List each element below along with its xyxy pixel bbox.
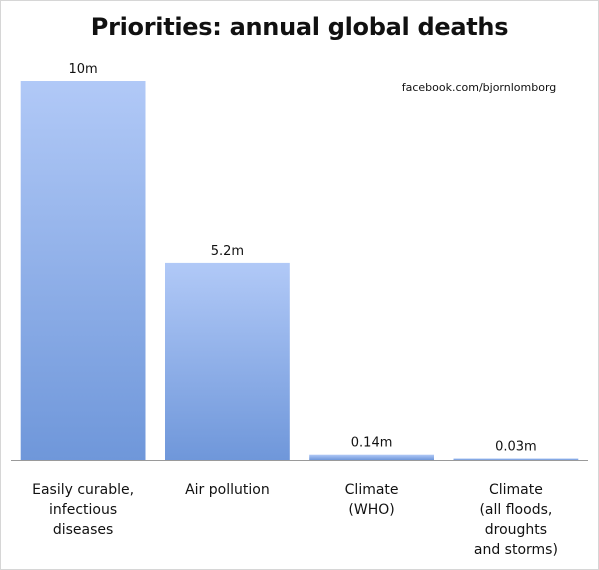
source-annotation: facebook.com/bjornlomborg bbox=[401, 81, 557, 94]
bar-3 bbox=[453, 458, 579, 460]
category-label-2-line-1: (WHO) bbox=[348, 502, 394, 518]
category-label-0-line-0: Easily curable, bbox=[32, 482, 134, 498]
value-label-3: 0.03m bbox=[495, 440, 537, 455]
bars-group bbox=[20, 81, 579, 460]
bar-2 bbox=[309, 454, 434, 460]
category-label-3-line-0: Climate bbox=[489, 482, 543, 498]
category-labels-group: Easily curable, infectious diseases Air pol… bbox=[32, 482, 558, 558]
category-label-1: Air pollution bbox=[185, 482, 270, 498]
bar-1 bbox=[165, 262, 290, 460]
category-label-0-line-1: infectious bbox=[49, 502, 117, 518]
category-label-1-line-0: Air pollution bbox=[185, 482, 270, 498]
value-label-2: 0.14m bbox=[351, 436, 393, 451]
category-label-2-line-0: Climate bbox=[345, 482, 399, 498]
value-label-1: 5.2m bbox=[211, 244, 244, 259]
category-label-3: Climate (all floods, droughts and storms) bbox=[474, 482, 558, 558]
bar-0 bbox=[20, 81, 146, 460]
category-label-3-line-3: and storms) bbox=[474, 542, 558, 558]
chart-title: Priorities: annual global deaths bbox=[90, 13, 509, 41]
value-labels-group: 10m 5.2m 0.14m 0.03m bbox=[68, 62, 536, 455]
category-label-3-line-1: (all floods, bbox=[479, 502, 552, 518]
category-label-0: Easily curable, infectious diseases bbox=[32, 482, 134, 538]
category-label-0-line-2: diseases bbox=[53, 522, 113, 538]
value-label-0: 10m bbox=[68, 62, 97, 77]
category-label-2: Climate (WHO) bbox=[345, 482, 399, 518]
category-label-3-line-2: droughts bbox=[485, 522, 547, 538]
